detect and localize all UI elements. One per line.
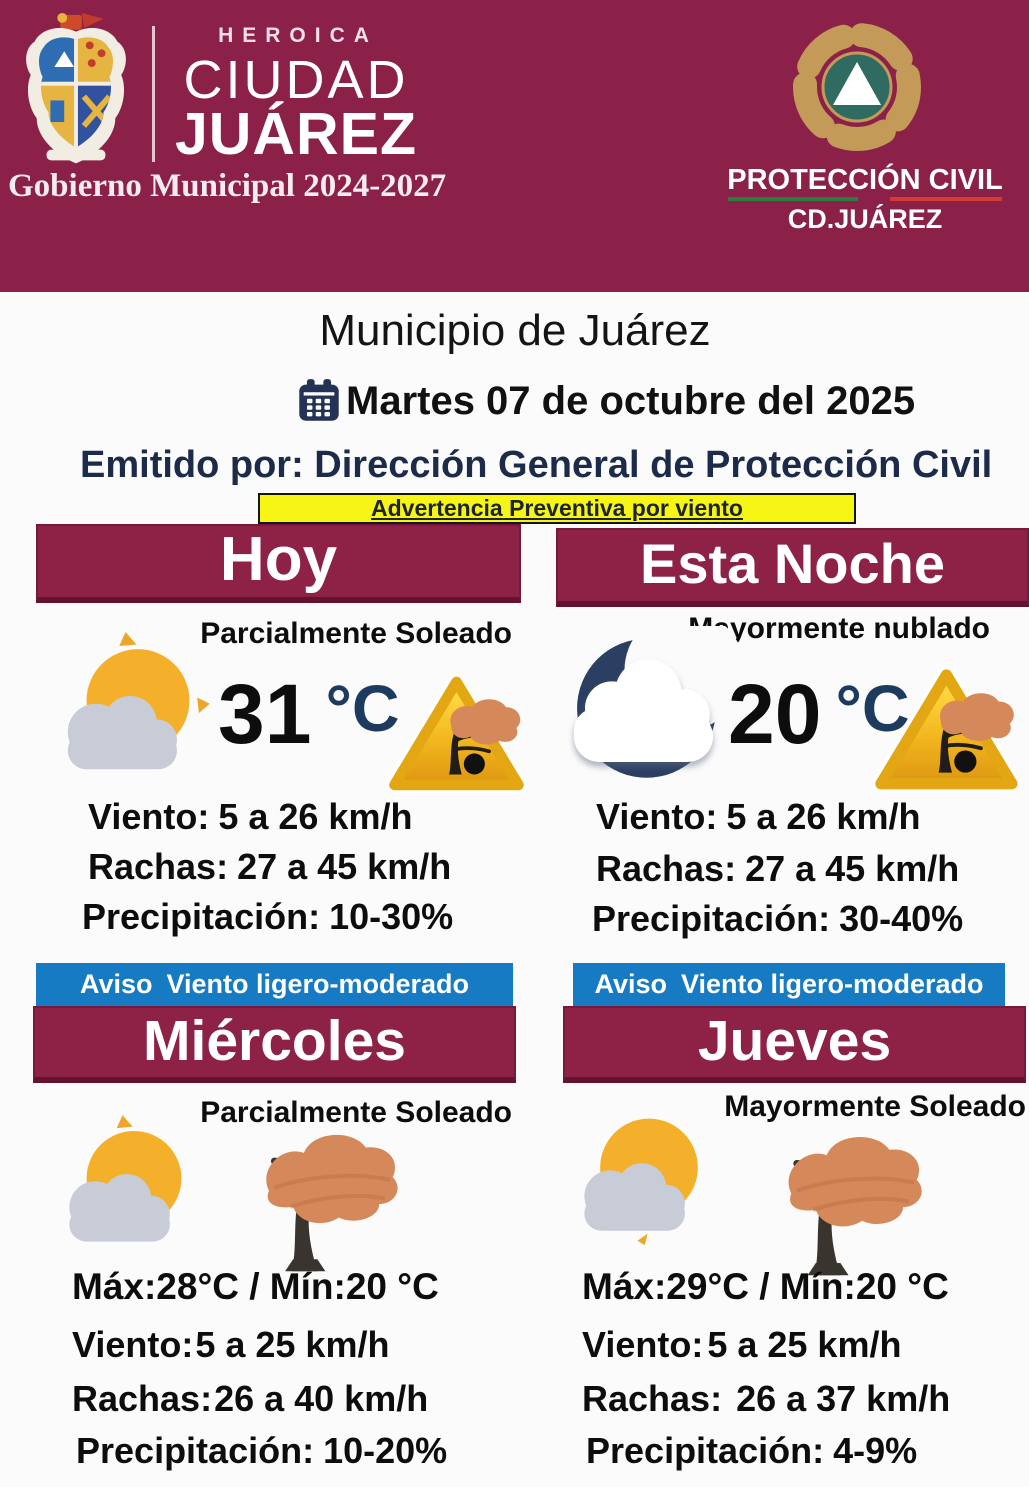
heroica-text: HEROICA [218, 24, 378, 47]
viento-value: 5 a 26 km/h [726, 796, 921, 837]
viento-label: Viento: [582, 1324, 704, 1365]
precip-line-miercoles: Precipitación: 10-20% [76, 1430, 447, 1472]
aviso-label: Aviso [594, 969, 667, 999]
viento-label: Viento: [88, 796, 210, 837]
header-divider [152, 26, 155, 162]
maxmin-line-miercoles: Máx:28°C / Mín:20 °C [72, 1266, 439, 1308]
card-title-jueves: Jueves [563, 1006, 1026, 1083]
rachas-label: Rachas: [582, 1378, 723, 1419]
rachas-value: 27 a 45 km/h [237, 846, 452, 887]
pc-subtitle: CD.JUÁREZ [787, 204, 943, 234]
rachas-label: Rachas: [88, 846, 229, 887]
moon-cloud-icon [573, 626, 740, 778]
card-title-esta-noche: Esta Noche [556, 528, 1029, 607]
rachas-line-miercoles: Rachas:26 a 40 km/h [72, 1378, 428, 1420]
precip-line-jueves: Precipitación: 4-9% [586, 1430, 917, 1472]
viento-value: 5 a 25 km/h [195, 1324, 390, 1365]
wind-advisory-banner: Advertencia Preventiva por viento [258, 493, 856, 524]
date-row: Martes 07 de octubre del 2025 [296, 378, 915, 424]
ciudad-text: CIUDAD [183, 50, 409, 110]
condition-esta-noche: Mayormente nublado [688, 612, 990, 645]
precip-value: 4-9% [833, 1430, 918, 1471]
viento-line-jueves: Viento: 5 a 25 km/h [582, 1324, 901, 1366]
aviso-text: Viento ligero-moderado [166, 969, 470, 999]
viento-value: 5 a 26 km/h [218, 796, 413, 837]
rachas-value: 26 a 40 km/h [214, 1378, 429, 1419]
temp-esta-noche: 20 °C [728, 668, 910, 760]
aviso-banner-jueves: Aviso Viento ligero-moderado [573, 963, 1005, 1006]
viento-line-hoy: Viento: 5 a 26 km/h [88, 796, 412, 838]
precip-label: Precipitación: [586, 1430, 825, 1471]
maxmin-value: Máx:29°C / Mín:20 °C [582, 1266, 949, 1307]
rachas-line-esta-noche: Rachas: 27 a 45 km/h [596, 848, 959, 890]
wind-warning-icon [872, 666, 1021, 793]
wind-tree-icon [266, 1134, 398, 1272]
page-title: Municipio de Juárez [319, 306, 711, 355]
viento-label: Viento: [72, 1324, 194, 1365]
header-banner: HEROICA CIUDAD JUÁREZ Gobierno Municipal… [0, 0, 1029, 292]
rachas-label: Rachas: [72, 1378, 213, 1419]
viento-line-esta-noche: Viento: 5 a 26 km/h [596, 796, 920, 838]
date-text: Martes 07 de octubre del 2025 [346, 378, 916, 423]
wind-warning-icon [386, 673, 527, 794]
precip-label: Precipitación: [82, 896, 321, 937]
maxmin-line-jueves: Máx:29°C / Mín:20 °C [582, 1266, 949, 1308]
issuer-text: Emitido por: Dirección General de Protec… [80, 444, 993, 486]
rachas-label: Rachas: [596, 848, 737, 889]
card-title-miercoles: Miércoles [33, 1006, 516, 1083]
viento-line-miercoles: Viento:5 a 25 km/h [72, 1324, 389, 1366]
rachas-value: 27 a 45 km/h [745, 848, 960, 889]
maxmin-value: Máx:28°C / Mín:20 °C [72, 1266, 439, 1307]
condition-miercoles: Parcialmente Soleado [200, 1096, 512, 1129]
viento-label: Viento: [596, 796, 718, 837]
precip-label: Precipitación: [76, 1430, 315, 1471]
precip-value: 10-20% [323, 1430, 448, 1471]
temp-unit: °C [835, 671, 910, 745]
temp-hoy: 31 °C [218, 668, 400, 760]
precip-line-esta-noche: Precipitación: 30-40% [592, 898, 963, 940]
calendar-icon [299, 379, 339, 421]
precip-line-hoy: Precipitación: 10-30% [82, 896, 453, 938]
wind-tree-icon [788, 1137, 922, 1276]
rachas-line-jueves: Rachas: 26 a 37 km/h [582, 1378, 950, 1420]
coat-of-arms [26, 12, 126, 164]
viento-value: 5 a 25 km/h [707, 1324, 902, 1365]
rachas-value: 26 a 37 km/h [736, 1378, 951, 1419]
precip-label: Precipitación: [592, 898, 831, 939]
rachas-line-hoy: Rachas: 27 a 45 km/h [88, 846, 451, 888]
card-title-hoy: Hoy [36, 524, 521, 603]
temp-value: 31 [218, 667, 312, 761]
pc-underline-red [890, 197, 1002, 201]
sun-cloud-icon [69, 1115, 182, 1242]
aviso-banner-miercoles: Aviso Viento ligero-moderado [36, 963, 513, 1006]
sun-cloud-icon [584, 1118, 698, 1246]
proteccion-civil-logo [793, 23, 921, 151]
sun-cloud-icon [67, 632, 210, 770]
juarez-text: JUÁREZ [174, 101, 418, 167]
temp-unit: °C [325, 671, 400, 745]
pc-underline-green [728, 197, 858, 201]
condition-jueves: Mayormente Soleado [724, 1090, 1026, 1123]
condition-hoy: Parcialmente Soleado [200, 617, 512, 650]
aviso-text: Viento ligero-moderado [680, 969, 984, 999]
gobierno-text: Gobierno Municipal 2024-2027 [8, 168, 447, 204]
precip-value: 30-40% [839, 898, 964, 939]
aviso-label: Aviso [79, 969, 153, 999]
pc-title: PROTECCIÓN CIVIL [727, 164, 1003, 196]
temp-value: 20 [728, 667, 822, 761]
precip-value: 10-30% [329, 896, 454, 937]
